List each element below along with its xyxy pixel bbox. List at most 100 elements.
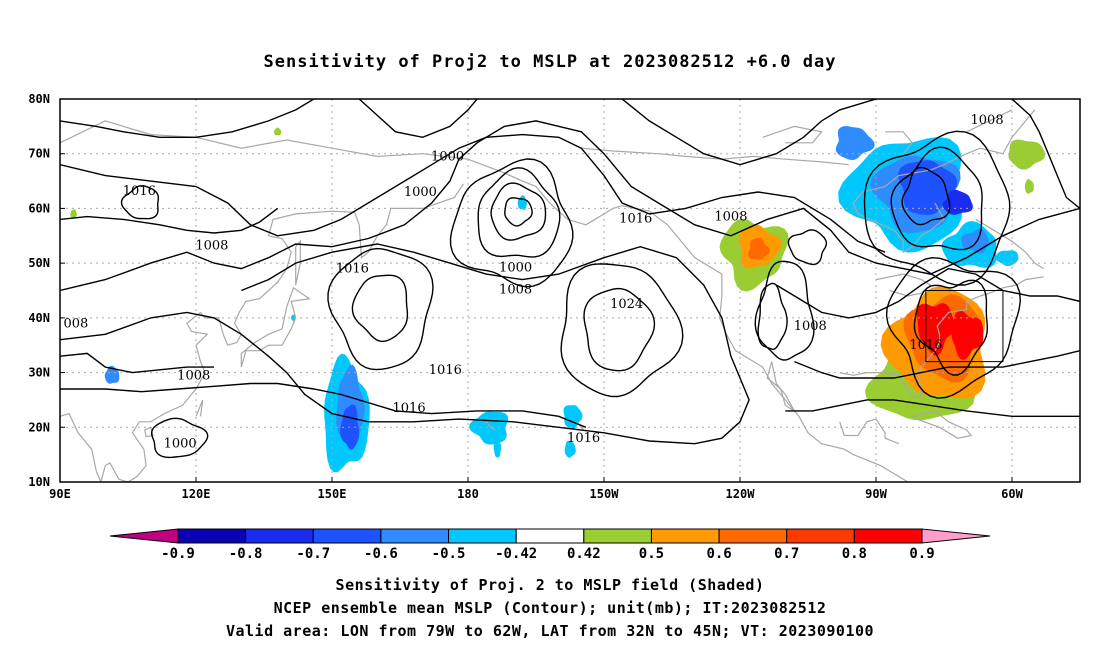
mslp-contour [890,146,983,251]
x-tick-label: 150E [318,487,347,501]
mslp-contour [150,417,209,459]
colorbar-box [177,528,247,544]
x-axis-ticks: 90E 120E 150E 180 150W 120W 90W 60W [49,477,1024,501]
y-tick-label: 20N [28,420,50,434]
x-tick-label: 60W [1001,487,1023,501]
contour-label: 1016 [567,431,600,446]
y-tick-label: 60N [28,201,50,215]
colorbar-label: 0.42 [567,546,601,562]
mslp-contour [449,158,574,288]
contour-label: 1024 [610,297,643,312]
contour-label: 1016 [393,401,426,416]
mslp-contour [913,279,989,376]
y-tick-label: 70N [28,147,50,161]
mslp-contour [60,352,215,374]
colorbar-box [650,528,720,544]
shade-patch [274,127,282,136]
y-axis-ticks: 10N 20N 30N 40N 50N 60N 70N 80N [28,92,65,489]
mslp-contour [775,267,1080,319]
mslp-contour [787,229,828,266]
coastline [839,418,899,445]
mslp-contour [757,282,788,351]
mslp-contour [901,166,951,226]
valid-area-box [925,290,1004,363]
colorbar-label: 0.5 [639,546,664,562]
y-tick-label: 40N [28,311,50,325]
x-tick-label: 120W [726,487,756,501]
shade-patch [517,195,527,210]
contour-label: 1008 [794,319,827,334]
coastline [966,109,1013,133]
x-tick-label: 90E [49,487,71,501]
coastline [975,218,1045,270]
contour-label: 1008 [714,210,747,225]
coastline [240,286,311,368]
mslp-contour [794,350,1080,379]
mslp-contour [477,167,561,258]
coastline [295,239,301,286]
coastline [911,410,973,439]
colorbar-box [515,528,585,544]
colorbar-label: 0.7 [774,546,799,562]
mslp-contour [863,130,1011,286]
mslp-contours [60,99,1080,459]
contour-label: 1000 [164,437,197,452]
coastline [839,276,1044,398]
coastline [195,399,204,417]
mslp-contour [583,287,656,372]
shade-patch [104,365,120,384]
colorbar-box [583,528,652,544]
coastline [485,421,496,431]
coastline [504,172,909,482]
colorbar-low-triangle [109,528,179,544]
contour-label: 1016 [336,262,369,277]
colorbar-label: -0.9 [161,546,195,562]
colorbar-label: 0.8 [842,546,867,562]
contour-label: 1016 [619,211,652,226]
mslp-contour [1011,99,1080,209]
colorbar-box [853,528,923,544]
mslp-contour [327,247,434,371]
shade-patch [1024,178,1034,194]
coastline [885,131,914,155]
mslp-contour [754,260,815,361]
colorbar-box [380,528,450,544]
colorbar-label: -0.6 [364,546,398,562]
x-tick-label: 180 [457,487,479,501]
map-area: 1016 1000 1000 1008 1016 1016 1008 1008 1000 1008… [60,99,1080,482]
colorbar-box [245,528,314,544]
mslp-contour [621,99,877,166]
mslp-contour [560,263,684,398]
shade-patch [835,126,875,160]
shade-patch [995,250,1019,266]
shade-patch [564,440,576,458]
coastline [60,120,505,174]
contour-label: 008 [63,316,88,331]
shade-patch [70,209,77,219]
contour-label: 1000 [431,149,464,164]
y-tick-label: 30N [28,366,50,380]
coastline [762,125,823,144]
mslp-contour [60,120,1080,292]
mslp-contour [120,185,160,220]
mslp-contour [351,274,409,343]
colorbar-box [718,528,788,544]
mslp-contour [60,243,750,445]
chart-title: Sensitivity of Proj2 to MSLP at 20230825… [264,52,837,72]
shade-patch [951,310,984,360]
caption-line-2: NCEP ensemble mean MSLP (Contour); unit(… [274,599,827,617]
shade-patch [469,411,509,445]
contour-label: 1016 [429,363,462,378]
coastline [852,109,1036,254]
mslp-contour [885,256,1022,399]
colorbar-label: 0.9 [909,546,934,562]
shade-patch [747,237,770,260]
colorbar-box [786,528,855,544]
coastline [60,412,102,482]
colorbar-label: -0.8 [229,546,263,562]
contour-label: 1016 [123,184,156,199]
shade-patch [1008,139,1045,170]
mslp-contour [60,207,279,234]
y-tick-label: 50N [28,256,50,270]
